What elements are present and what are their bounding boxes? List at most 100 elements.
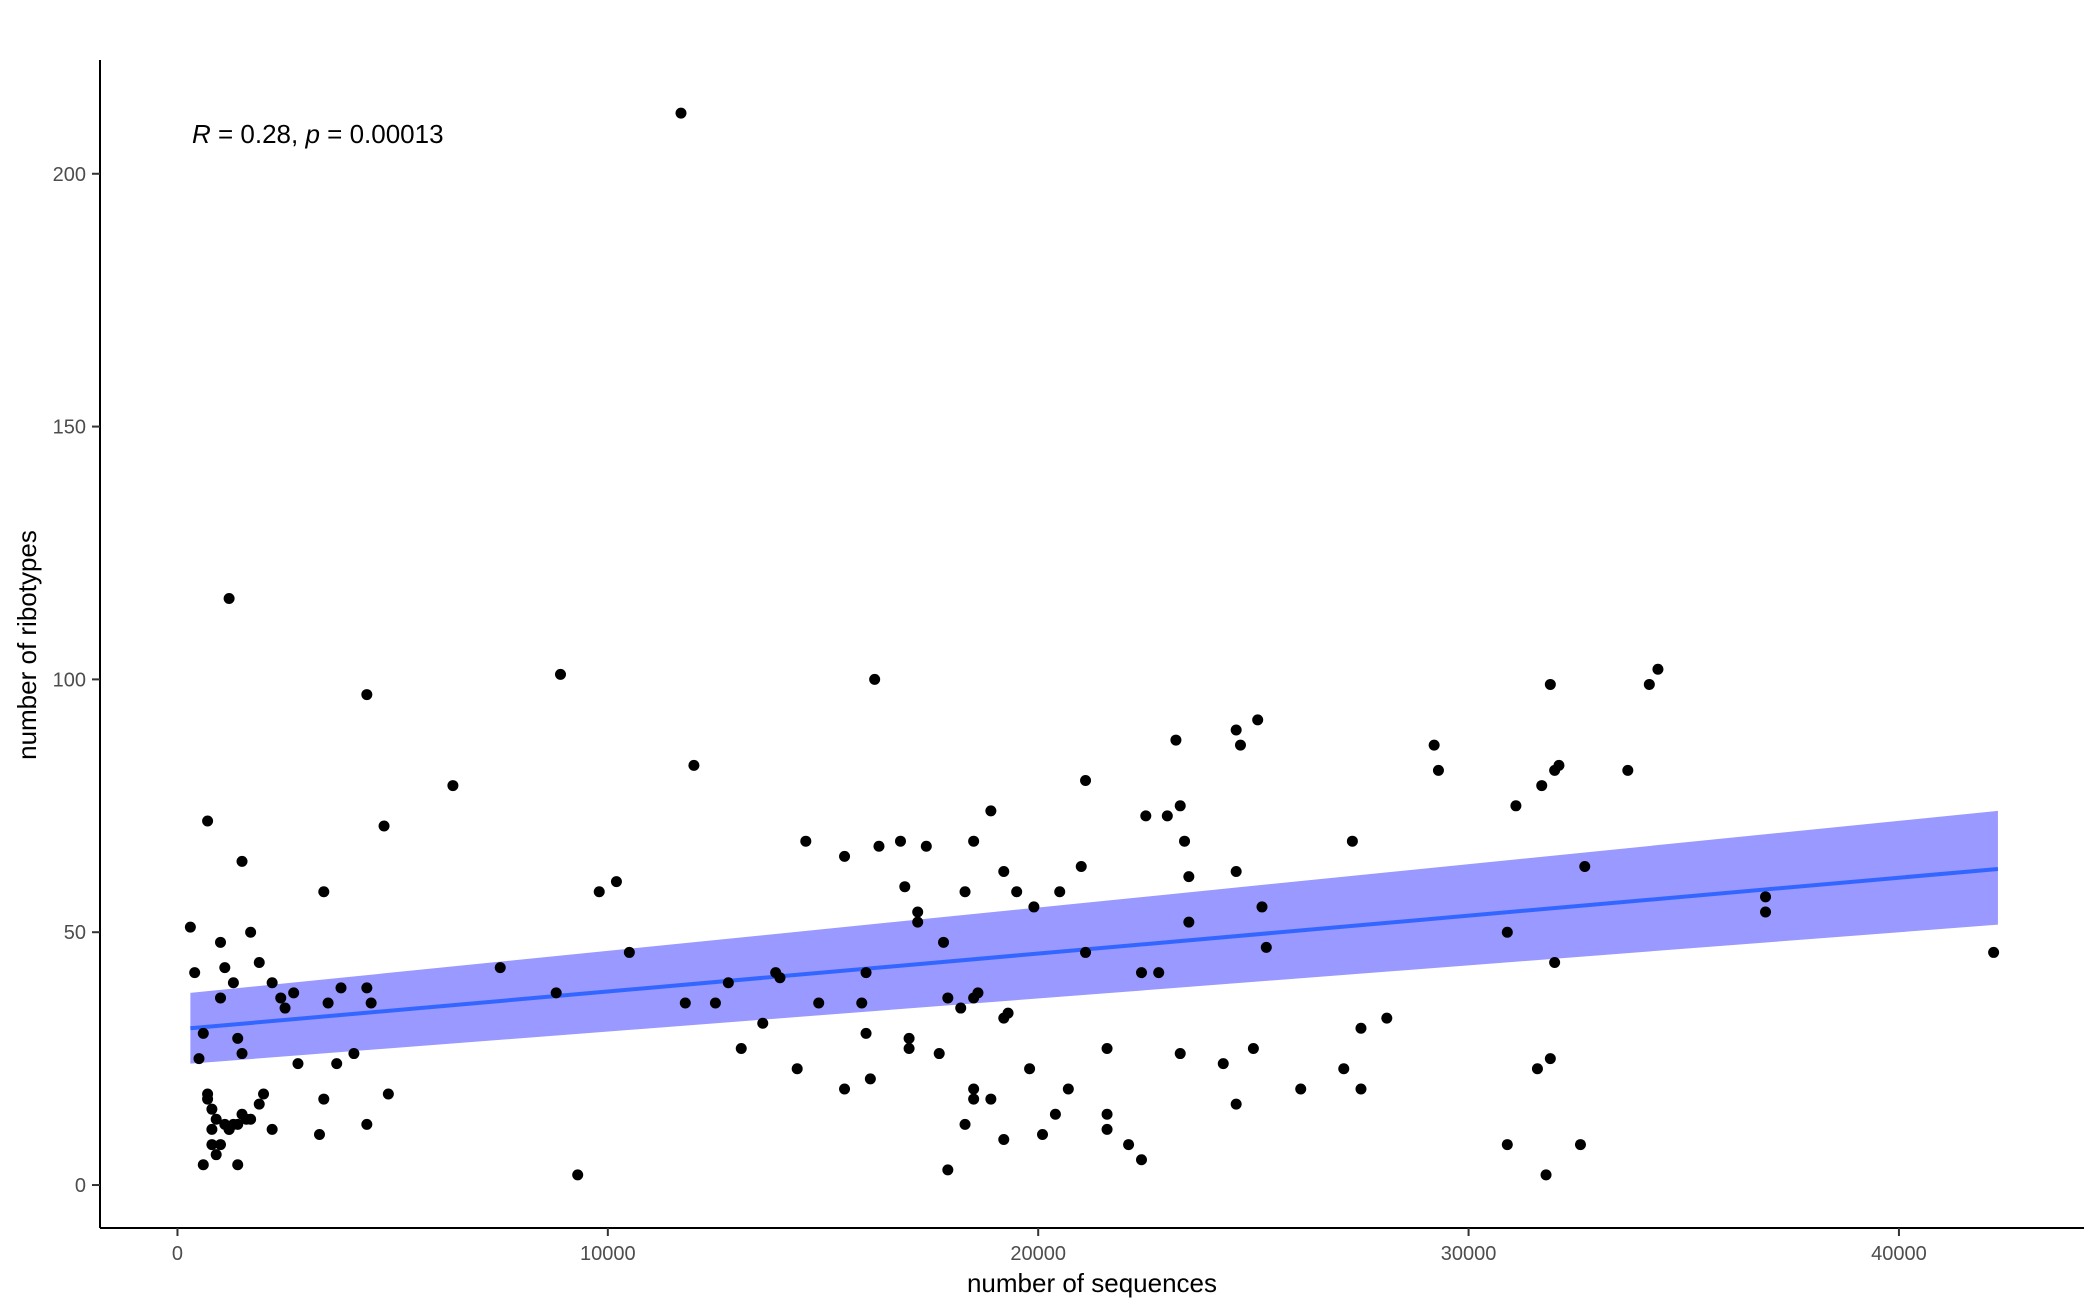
data-point (1080, 946, 1092, 958)
data-point (968, 835, 980, 847)
data-point (955, 1002, 967, 1014)
data-point (968, 1093, 980, 1105)
data-point (675, 107, 687, 119)
y-tick-label: 150 (53, 417, 86, 439)
data-point (292, 1058, 304, 1070)
data-point (1346, 835, 1358, 847)
data-point (1080, 775, 1092, 787)
data-point (623, 946, 635, 958)
data-point (1028, 901, 1040, 913)
data-point (1179, 835, 1191, 847)
data-point (232, 1118, 244, 1130)
p-symbol: p (304, 119, 319, 149)
correlation-annotation: R = 0.28, p = 0.00013 (192, 119, 444, 149)
data-point (757, 1017, 769, 1029)
data-point (1355, 1083, 1367, 1095)
data-point (1579, 860, 1591, 872)
data-point (210, 1113, 222, 1125)
r-value: = 0.28, (211, 119, 306, 149)
data-point (912, 906, 924, 918)
data-point (245, 926, 257, 938)
data-point (1054, 886, 1066, 898)
data-point (1101, 1123, 1113, 1135)
data-point (318, 1093, 330, 1105)
data-point (1760, 891, 1772, 903)
data-point (920, 840, 932, 852)
regression-line-layer (190, 867, 1999, 1031)
y-tick-label: 200 (53, 164, 86, 186)
data-point (813, 997, 825, 1009)
data-point (985, 805, 997, 817)
data-point (903, 1032, 915, 1044)
data-point (232, 1032, 244, 1044)
data-point (1510, 800, 1522, 812)
data-point (215, 936, 227, 948)
data-point (1622, 764, 1634, 776)
data-point (322, 997, 334, 1009)
data-point (206, 1103, 218, 1115)
data-point (1381, 1012, 1393, 1024)
data-point (1153, 967, 1165, 979)
data-point (1140, 810, 1152, 822)
data-point (1230, 866, 1242, 878)
data-point (554, 668, 566, 680)
data-point (722, 977, 734, 989)
data-point (912, 916, 924, 928)
data-point (279, 1002, 291, 1014)
data-point (1011, 886, 1023, 898)
data-point (227, 977, 239, 989)
data-point (1531, 1063, 1543, 1075)
data-point (1355, 1022, 1367, 1034)
data-point (791, 1063, 803, 1075)
data-point (933, 1048, 945, 1060)
data-point (253, 1098, 265, 1110)
data-point (998, 1134, 1010, 1146)
data-point (1247, 1043, 1259, 1055)
data-point (1652, 663, 1664, 675)
y-tick-label: 100 (53, 669, 86, 691)
confidence-band-layer (190, 810, 1998, 1064)
data-point (1174, 1048, 1186, 1060)
data-point (313, 1128, 325, 1140)
data-point (1549, 957, 1561, 969)
data-point (735, 1043, 747, 1055)
data-point (839, 850, 851, 862)
data-point (1574, 1139, 1586, 1151)
data-point (938, 936, 950, 948)
data-point (1183, 916, 1195, 928)
data-point (1256, 901, 1268, 913)
confidence-band (190, 810, 1998, 1064)
data-point (869, 673, 881, 685)
data-point (860, 1027, 872, 1039)
data-point (1230, 724, 1242, 736)
data-point (688, 759, 700, 771)
data-point (1217, 1058, 1229, 1070)
data-point (275, 992, 287, 1004)
data-point (593, 886, 605, 898)
data-point (215, 992, 227, 1004)
data-point (1123, 1139, 1135, 1151)
data-point (206, 1123, 218, 1135)
data-point (1252, 714, 1264, 726)
data-point (899, 881, 911, 893)
data-point (236, 1048, 248, 1060)
data-point (998, 866, 1010, 878)
data-point (223, 592, 235, 604)
data-point (288, 987, 300, 999)
data-point (1988, 946, 2000, 958)
data-point (942, 992, 954, 1004)
data-point (1049, 1108, 1061, 1120)
data-point (774, 972, 786, 984)
data-point (856, 997, 868, 1009)
data-point (193, 1053, 205, 1065)
data-point (1432, 764, 1444, 776)
data-point (1037, 1128, 1049, 1140)
data-point (197, 1159, 209, 1171)
data-point (184, 921, 196, 933)
data-point (972, 987, 984, 999)
data-point (210, 1149, 222, 1161)
data-point (959, 1118, 971, 1130)
x-tick-label: 30000 (1441, 1243, 1497, 1265)
data-point (1170, 734, 1182, 746)
